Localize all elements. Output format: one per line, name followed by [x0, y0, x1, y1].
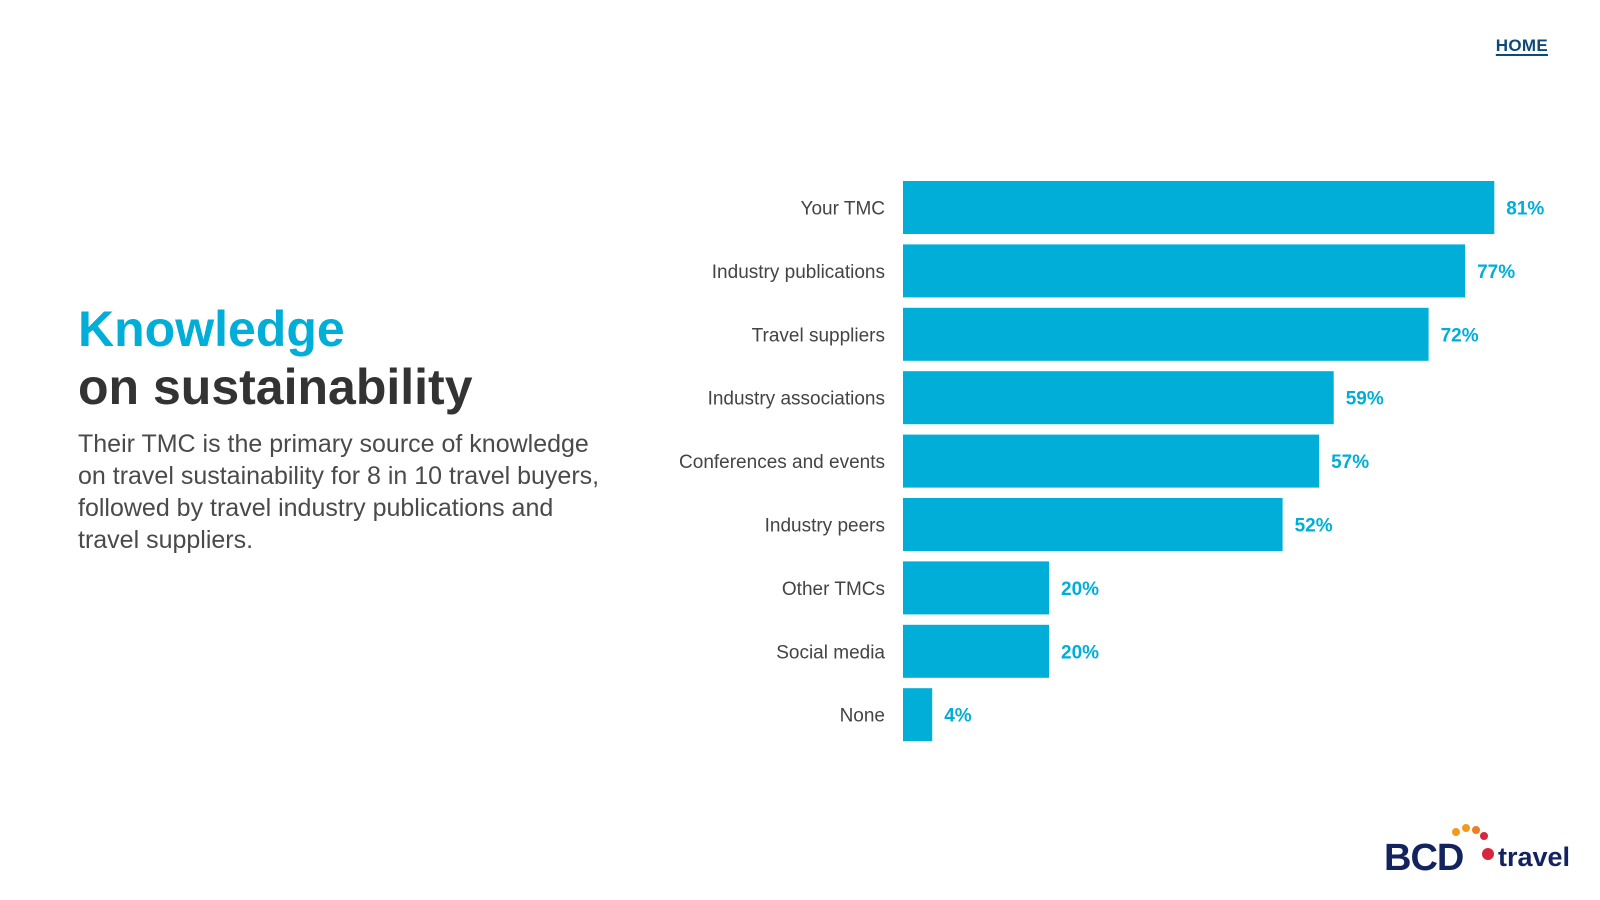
- category-label: Industry peers: [765, 516, 885, 537]
- bar: [903, 498, 1283, 551]
- logo-dot-icon: [1472, 826, 1480, 834]
- value-label: 52%: [1295, 516, 1333, 537]
- bar: [903, 371, 1334, 425]
- description-text: Their TMC is the primary source of knowl…: [78, 430, 600, 554]
- category-label: Social media: [776, 642, 885, 663]
- value-label: 81%: [1506, 199, 1544, 220]
- logo-dot-icon: [1480, 832, 1488, 840]
- bar: [903, 307, 1429, 361]
- bar: [903, 624, 1049, 678]
- logo-product-text: travel: [1498, 842, 1570, 872]
- value-label: 59%: [1346, 389, 1384, 410]
- category-label: Conferences and events: [679, 452, 885, 473]
- page-title: on sustainability: [78, 359, 473, 415]
- logo-red-dot-icon: [1482, 848, 1494, 860]
- value-label: 20%: [1061, 642, 1099, 663]
- logo-dot-icon: [1452, 828, 1460, 836]
- bar: [903, 181, 1495, 234]
- logo-dot-icon: [1462, 824, 1470, 832]
- category-label: Other TMCs: [782, 579, 885, 600]
- bar: [903, 244, 1466, 298]
- bar: [903, 434, 1320, 488]
- value-label: 4%: [944, 706, 972, 727]
- bar: [903, 561, 1049, 615]
- title-block: Knowledge on sustainability Their TMC is…: [78, 300, 618, 556]
- home-link[interactable]: HOME: [1495, 36, 1548, 55]
- category-label: Industry associations: [708, 389, 885, 410]
- category-label: Industry publications: [712, 262, 885, 283]
- category-label: None: [840, 706, 885, 727]
- category-label: Your TMC: [801, 199, 885, 220]
- bcd-travel-logo: BCD travel: [1384, 824, 1570, 879]
- value-label: 72%: [1441, 325, 1479, 346]
- value-label: 57%: [1331, 452, 1369, 473]
- logo-brand-text: BCD: [1384, 837, 1463, 879]
- value-label: 20%: [1061, 579, 1099, 600]
- value-label: 77%: [1477, 262, 1515, 283]
- category-label: Travel suppliers: [752, 325, 885, 346]
- bar: [903, 688, 933, 742]
- page-title-highlight: Knowledge: [78, 301, 345, 357]
